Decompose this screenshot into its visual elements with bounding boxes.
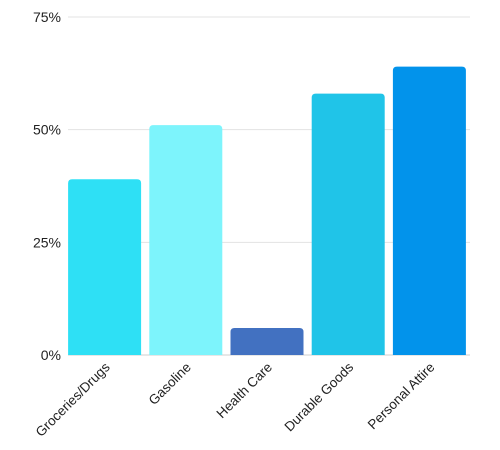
bars [68,66,466,355]
x-category-label: Gasoline [146,360,194,408]
bar-health-care [230,327,304,355]
x-category-label: Personal Attire [365,360,438,433]
bar-personal-attire [392,66,466,355]
y-tick-label: 50% [33,122,61,138]
bar-groceries-drugs [68,179,142,355]
y-axis-tick-labels: 0% 25% 50% 75% [33,9,61,363]
y-tick-label: 0% [41,347,61,363]
bar-gasoline [149,125,223,355]
y-tick-label: 25% [33,234,61,250]
x-category-label: Groceries/Drugs [33,359,113,439]
bar-durable-goods [311,93,385,355]
x-axis-category-labels: Groceries/Drugs Gasoline Health Care Durabl… [33,359,438,439]
x-category-label: Durable Goods [282,359,357,434]
y-tick-label: 75% [33,9,61,25]
x-category-label: Health Care [214,360,276,422]
